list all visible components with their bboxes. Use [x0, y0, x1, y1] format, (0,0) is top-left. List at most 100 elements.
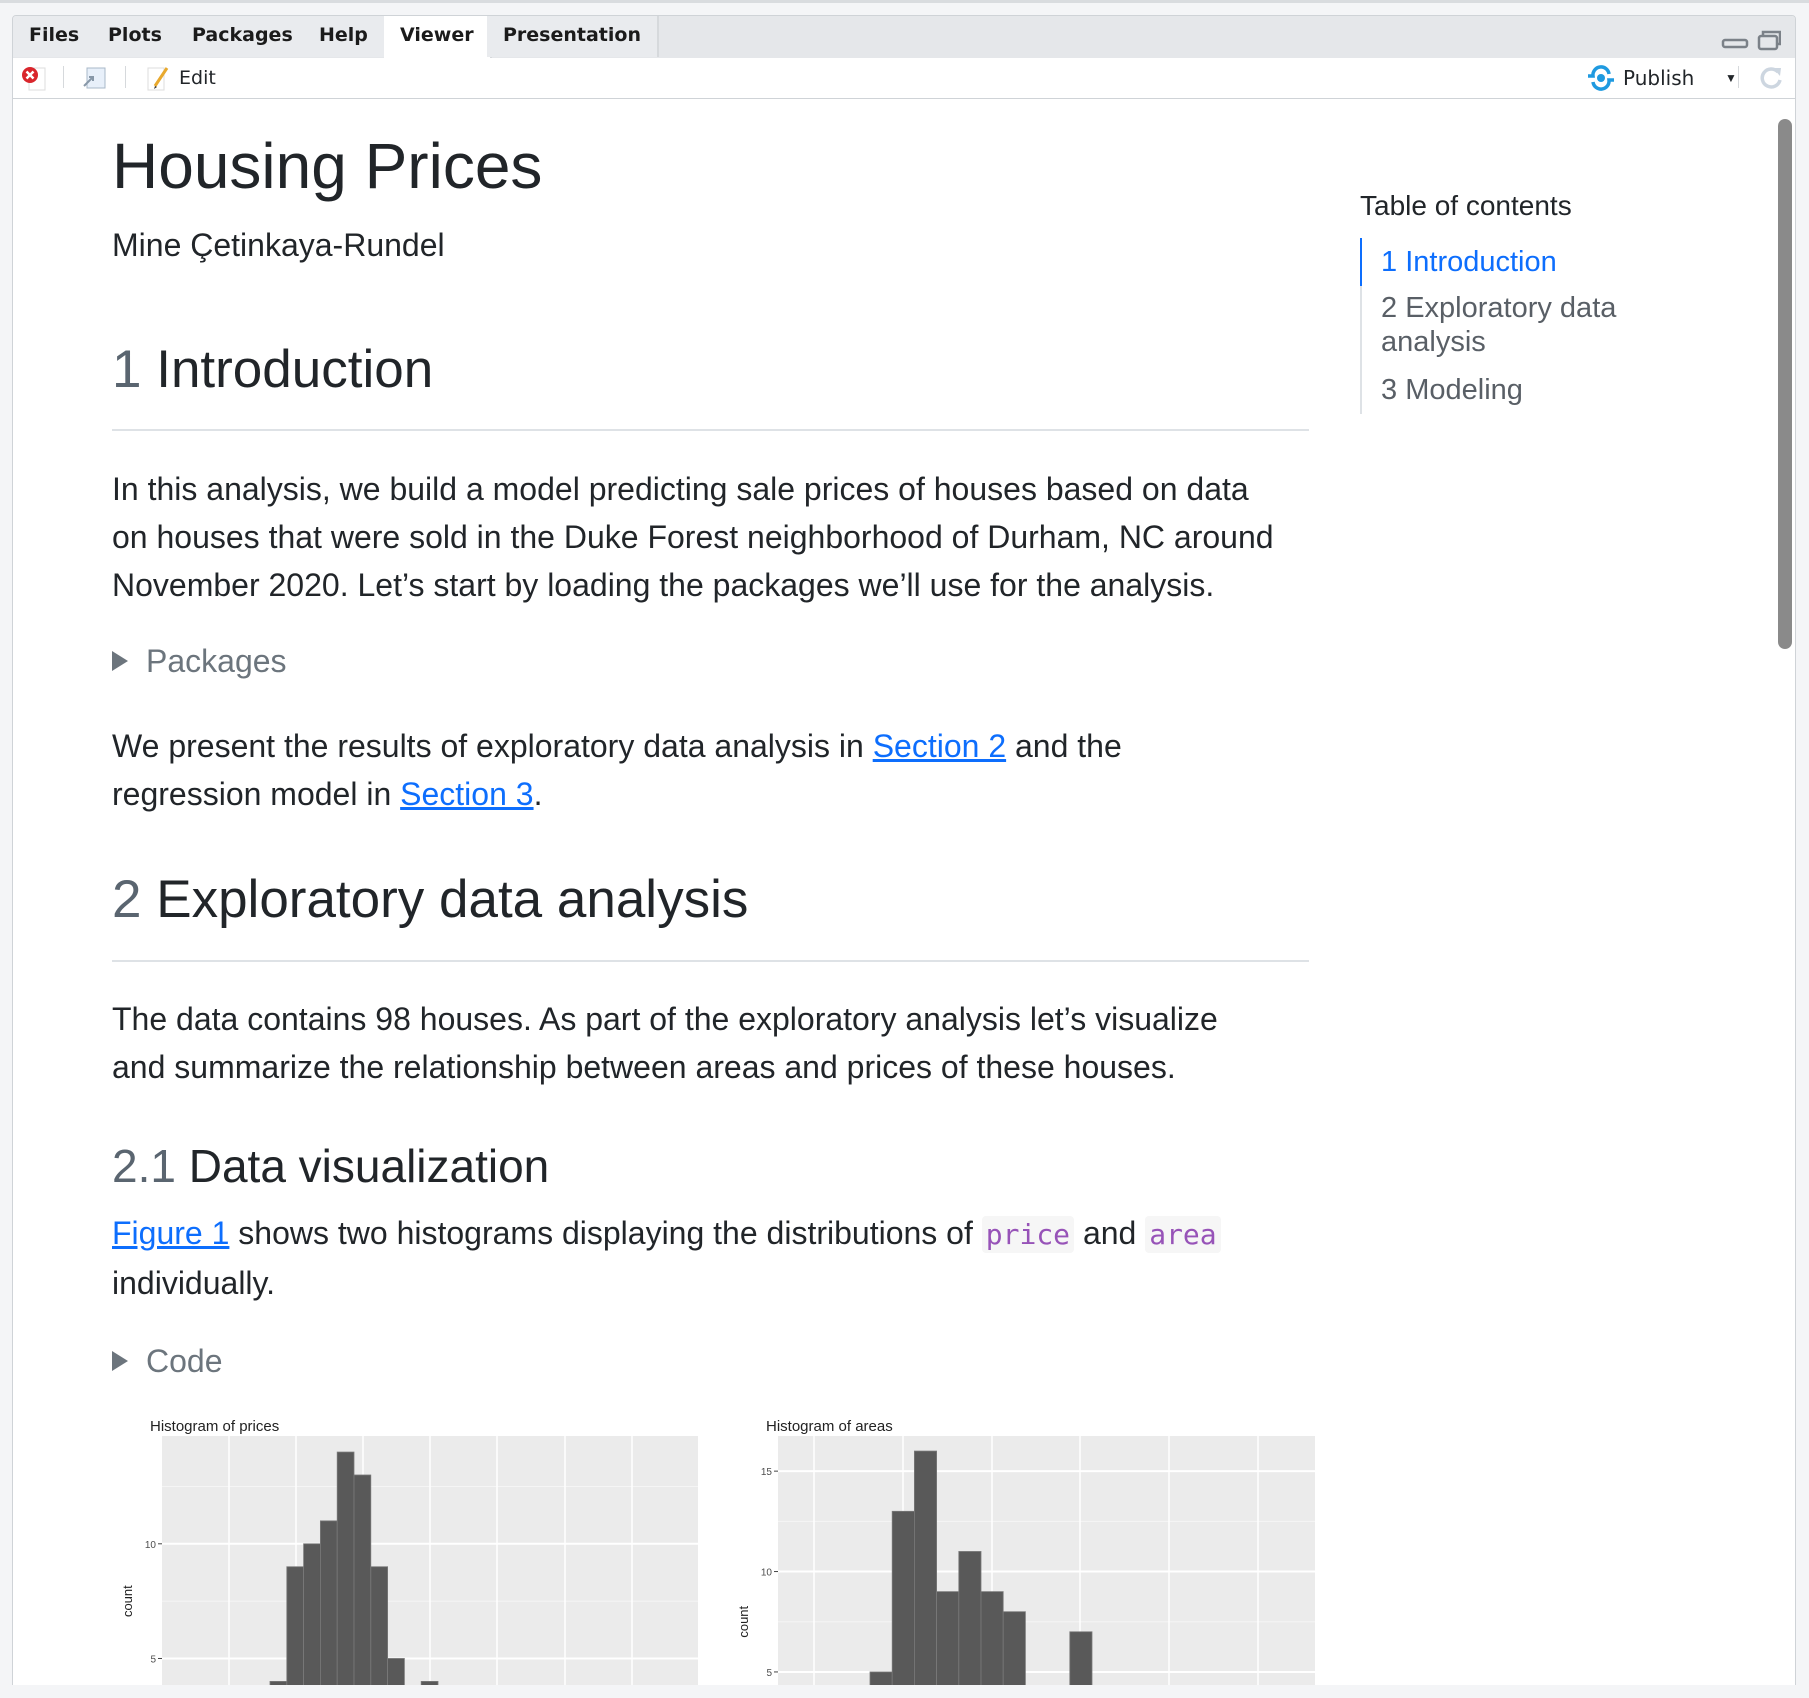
y-tick-label: 5	[766, 1668, 772, 1679]
tab-plots[interactable]: Plots	[92, 16, 180, 57]
text: and the	[1006, 728, 1122, 764]
histogram-bar	[286, 1566, 305, 1686]
figure-paragraph: Figure 1 shows two histograms displaying…	[112, 1209, 1221, 1307]
publish-label: Publish	[1623, 66, 1695, 90]
disclosure-triangle-icon	[112, 650, 128, 671]
toc-label: analysis	[1381, 326, 1486, 358]
histogram-bar	[1002, 1611, 1026, 1686]
toc-title: Table of contents	[1360, 190, 1572, 221]
code-details-toggle[interactable]: Code	[112, 1343, 223, 1380]
section-number: 2.1	[112, 1140, 176, 1192]
chart-title-areas: Histogram of areas	[766, 1418, 893, 1435]
tab-files[interactable]: Files	[13, 16, 98, 57]
toolbar-separator	[1738, 66, 1739, 88]
text: individually.	[112, 1265, 276, 1301]
section-2-link[interactable]: Section 2	[872, 728, 1007, 764]
tab-packages[interactable]: Packages	[176, 16, 311, 57]
refresh-icon[interactable]	[1757, 64, 1785, 97]
histogram-bar	[319, 1520, 338, 1686]
toc-item-eda[interactable]: 2 Exploratory data analysis	[1381, 291, 1616, 359]
toc-active-indicator	[1360, 238, 1362, 286]
toc-label: Modeling	[1405, 374, 1523, 406]
text: shows two histograms displaying the dist…	[229, 1215, 982, 1251]
section-heading-eda: 2 Exploratory data analysis	[112, 869, 748, 930]
histogram-bar	[980, 1591, 1004, 1686]
y-tick-label: 10	[761, 1568, 773, 1579]
packages-label: Packages	[146, 643, 287, 679]
publish-dropdown-icon[interactable]: ▼	[1725, 71, 1737, 85]
toc-label: Introduction	[1405, 246, 1557, 278]
present-paragraph: We present the results of exploratory da…	[112, 722, 1122, 818]
inline-code-area: area	[1145, 1216, 1221, 1253]
packages-details-toggle[interactable]: Packages	[112, 643, 287, 680]
toolbar-separator	[63, 66, 64, 88]
histogram-bar	[303, 1543, 321, 1686]
minimize-maximize-icons[interactable]	[1721, 28, 1782, 52]
page-title: Housing Prices	[112, 130, 543, 202]
section-title: Data visualization	[188, 1140, 550, 1192]
text: regression model in	[112, 776, 401, 812]
author: Mine Çetinkaya-Rundel	[112, 227, 445, 263]
histogram-bar	[936, 1591, 960, 1686]
pane-tab-bar: Files Plots Packages Help Viewer Present…	[13, 16, 1795, 59]
viewer-content: Housing Prices Mine Çetinkaya-Rundel 1 I…	[13, 99, 1795, 1686]
section-3-link[interactable]: Section 3	[400, 776, 534, 812]
viewer-toolbar: Edit Publish ▼	[13, 58, 1795, 99]
histogram-bar	[958, 1551, 982, 1686]
vertical-scrollbar[interactable]	[1778, 119, 1792, 649]
eda-paragraph: The data contains 98 houses. As part of …	[112, 995, 1218, 1091]
histogram-bar	[370, 1566, 388, 1686]
histogram-bar	[269, 1681, 288, 1686]
disclosure-triangle-icon	[112, 1350, 128, 1371]
window-top-border	[0, 0, 1809, 3]
subsection-heading-data-visualization: 2.1 Data visualization	[112, 1139, 549, 1193]
toc-item-introduction[interactable]: 1 Introduction	[1381, 245, 1557, 279]
histogram-prices: 5 10 count	[120, 1436, 698, 1686]
y-axis-label: count	[120, 1585, 135, 1617]
toc-number: 3	[1381, 374, 1398, 406]
y-axis-label: count	[736, 1605, 751, 1637]
toc-number: 1	[1381, 246, 1398, 278]
histogram-bar	[353, 1474, 372, 1686]
text: .	[533, 776, 543, 812]
edit-label: Edit	[179, 67, 216, 89]
toc-label: Exploratory data	[1405, 292, 1617, 324]
histogram-bar	[420, 1681, 439, 1686]
section-number: 1	[112, 340, 142, 399]
y-tick-label: 5	[150, 1654, 156, 1665]
chart-title-prices: Histogram of prices	[150, 1418, 280, 1435]
toc-item-modeling[interactable]: 3 Modeling	[1381, 373, 1523, 407]
intro-line: November 2020. Let’s start by loading th…	[112, 567, 1215, 603]
intro-line: on houses that were sold in the Duke For…	[112, 519, 1274, 555]
pane-bottom-border	[0, 1685, 1809, 1698]
toolbar-separator	[125, 66, 126, 88]
intro-paragraph: In this analysis, we build a model predi…	[112, 465, 1274, 609]
histogram-bar	[387, 1658, 405, 1686]
tab-presentation[interactable]: Presentation	[487, 16, 659, 57]
toc-rail	[1360, 238, 1362, 414]
inline-code-price: price	[981, 1216, 1075, 1253]
y-tick-label: 10	[145, 1540, 157, 1551]
text: and	[1074, 1215, 1146, 1251]
toc-number: 2	[1381, 292, 1398, 324]
histogram-bar	[891, 1510, 915, 1686]
tab-viewer[interactable]: Viewer	[384, 16, 492, 59]
section-title: Exploratory data analysis	[156, 870, 749, 929]
eda-line: The data contains 98 houses. As part of …	[112, 1001, 1218, 1037]
clear-viewer-icon[interactable]	[21, 65, 49, 96]
edit-button[interactable]: Edit	[145, 64, 216, 97]
section-number: 2	[112, 870, 142, 929]
pencil-edit-icon	[147, 67, 169, 91]
section-heading-introduction: 1 Introduction	[112, 339, 433, 400]
code-label: Code	[146, 1343, 223, 1379]
viewer-pane: Files Plots Packages Help Viewer Present…	[12, 15, 1796, 1687]
publish-button[interactable]: Publish ▼	[1585, 64, 1737, 97]
show-in-new-window-icon[interactable]	[81, 66, 109, 95]
y-tick-label: 15	[761, 1467, 773, 1478]
tab-help[interactable]: Help	[303, 16, 386, 57]
section-divider	[112, 960, 1309, 962]
figure-1-link[interactable]: Figure 1	[112, 1215, 230, 1251]
publish-icon	[1588, 65, 1614, 91]
intro-line: In this analysis, we build a model predi…	[112, 471, 1249, 507]
section-divider	[112, 429, 1309, 431]
